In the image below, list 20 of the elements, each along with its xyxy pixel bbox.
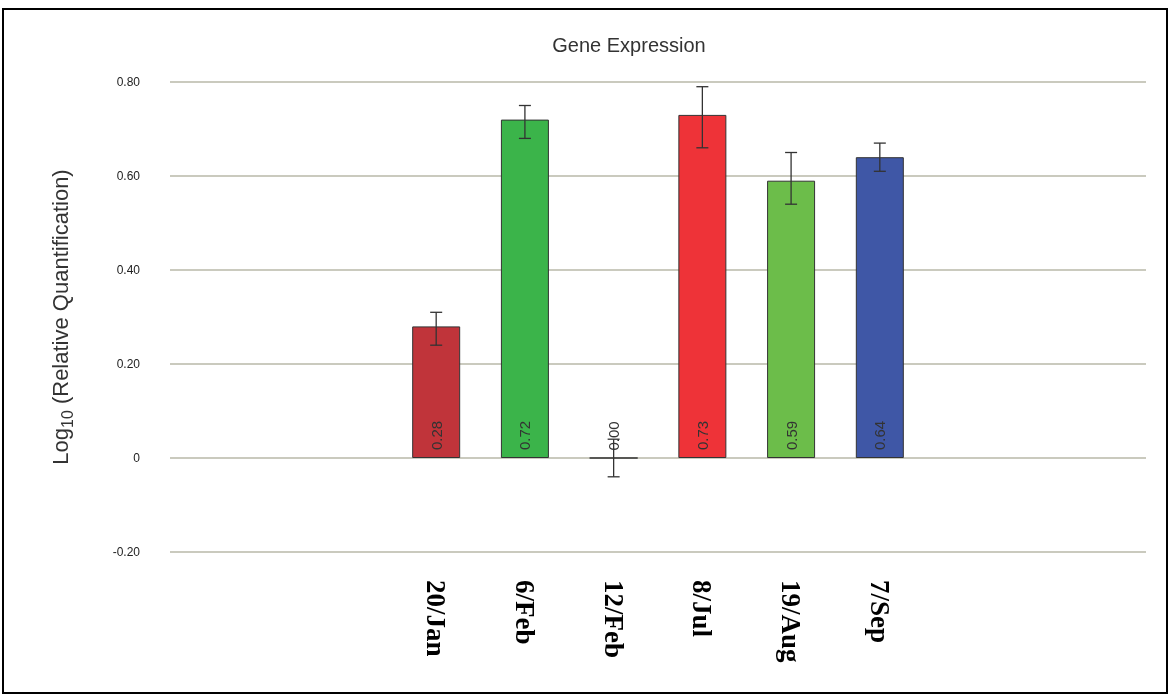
data-label: 0.00 — [605, 421, 623, 451]
y-tick-label: -0.20 — [112, 545, 141, 559]
x-tick-label: 7/Sep — [864, 580, 895, 644]
x-tick-label: 8/Jul — [687, 580, 718, 638]
y-tick-label: 0.20 — [116, 357, 141, 371]
data-label: 0.28 — [427, 420, 445, 450]
data-label: 0.73 — [693, 420, 711, 450]
data-label: 0.72 — [516, 420, 534, 450]
y-tick-label: 0.40 — [116, 263, 141, 277]
y-tick-label: 0.60 — [116, 169, 141, 183]
x-tick-label: 6/Feb — [509, 580, 540, 645]
y-tick-label: 0.80 — [116, 75, 141, 89]
x-tick-label: 20/Jan — [421, 580, 452, 657]
data-label: 0.59 — [782, 420, 800, 450]
y-axis-title: Log10 (Relative Quantification) — [47, 169, 76, 465]
x-tick-label: 19/Aug — [776, 580, 807, 664]
chart-title: Gene Expression — [552, 34, 706, 56]
y-tick-label: 0 — [133, 451, 141, 465]
x-tick-label: 12/Feb — [598, 580, 629, 658]
data-label: 0.64 — [871, 420, 889, 450]
